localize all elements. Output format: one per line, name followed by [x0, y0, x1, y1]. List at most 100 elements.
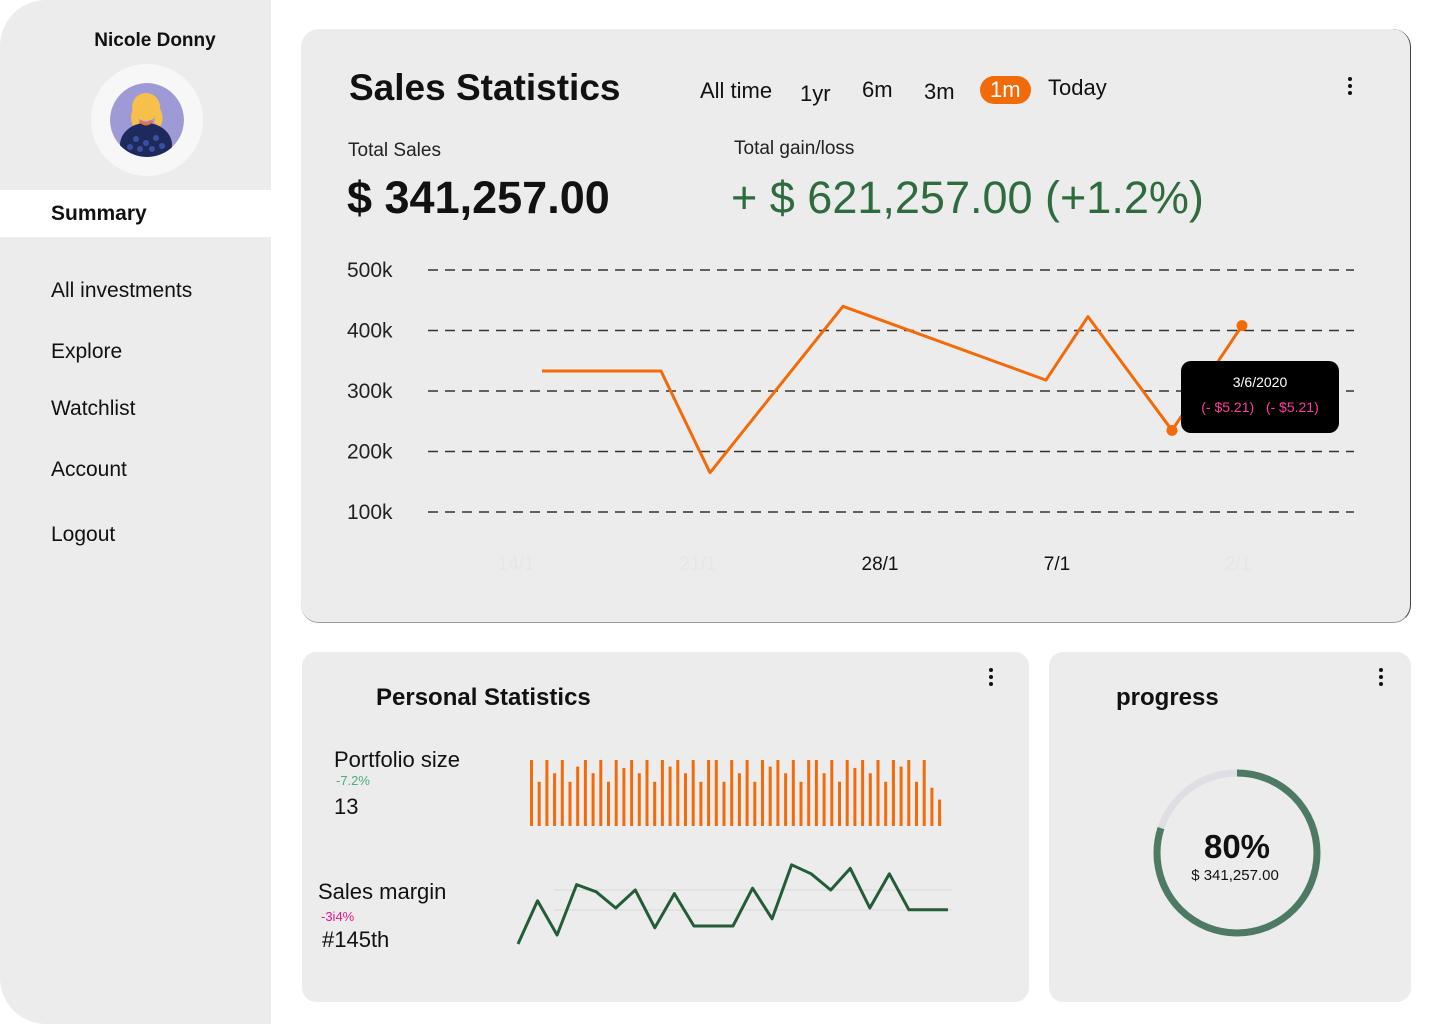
portfolio-bar	[684, 773, 687, 826]
range-all-time[interactable]: All time	[700, 78, 773, 103]
portfolio-bar	[568, 781, 572, 826]
portfolio-bar	[745, 760, 749, 826]
total-sales-label: Total Sales	[348, 140, 441, 161]
sales-statistics-title: Sales Statistics	[349, 67, 621, 108]
portfolio-bar	[699, 781, 703, 826]
sidebar-item-all-investments[interactable]: All investments	[51, 279, 193, 302]
portfolio-bar	[799, 781, 803, 826]
gain-loss-value: + $ 621,257.00 (+1.2%)	[731, 172, 1204, 223]
sidebar-item-summary[interactable]: Summary	[0, 190, 271, 237]
portfolio-bar	[607, 781, 610, 826]
tooltip-date: 3/6/2020	[1232, 374, 1288, 390]
y-tick-label: 400k	[347, 320, 393, 343]
progress-card: progress 80% $ 341,257.00	[1049, 652, 1411, 1002]
sales-point-marker	[1166, 424, 1178, 436]
portfolio-bar	[884, 781, 888, 826]
sales-margin-label: Sales margin	[318, 879, 447, 904]
sales-more-icon[interactable]	[1347, 77, 1353, 98]
portfolio-bar-chart	[530, 760, 942, 826]
sales-margin-change: -3i4%	[321, 909, 355, 924]
progress-amount: $ 341,257.00	[1191, 867, 1279, 884]
portfolio-bar	[861, 760, 865, 826]
y-tick-label: 200k	[347, 441, 393, 464]
portfolio-bar	[622, 767, 626, 826]
y-tick-label: 300k	[347, 380, 393, 403]
portfolio-bar	[868, 773, 872, 826]
range-1yr[interactable]: 1yr	[800, 81, 831, 106]
sidebar-item-summary-label: Summary	[51, 202, 147, 225]
sales-point-marker	[1236, 320, 1248, 332]
avatar-ring	[91, 64, 203, 176]
sidebar-item-logout[interactable]: Logout	[51, 523, 116, 546]
portfolio-bar	[761, 760, 764, 826]
portfolio-bar	[922, 760, 926, 826]
portfolio-bar	[791, 760, 795, 826]
portfolio-bar	[545, 760, 549, 826]
gain-loss-label: Total gain/loss	[734, 138, 855, 159]
personal-statistics-title: Personal Statistics	[376, 684, 591, 711]
portfolio-bar	[637, 773, 641, 826]
portfolio-bar	[830, 760, 834, 826]
portfolio-bar	[560, 760, 564, 826]
portfolio-bar	[660, 760, 664, 826]
portfolio-bar	[530, 760, 533, 826]
portfolio-bar	[876, 760, 880, 826]
y-tick-label: 500k	[347, 259, 393, 282]
range-today[interactable]: Today	[1048, 75, 1107, 100]
portfolio-bar	[915, 781, 918, 826]
portfolio-size-change: -7.2%	[336, 773, 370, 788]
tooltip-value-2: (- $5.21)	[1265, 399, 1319, 415]
portfolio-bar	[814, 760, 818, 826]
sidebar-item-account[interactable]: Account	[51, 458, 127, 481]
margin-series-line	[516, 863, 948, 945]
portfolio-bar	[668, 766, 672, 826]
progress-title: progress	[1116, 684, 1219, 711]
portfolio-bar	[576, 766, 580, 826]
portfolio-bar	[599, 760, 603, 826]
user-name: Nicole Donny	[94, 30, 216, 51]
portfolio-bar	[768, 766, 772, 826]
portfolio-bar	[714, 760, 718, 826]
portfolio-bar	[930, 787, 934, 826]
sales-line-chart: 500k 400k 300k 200k 100k 14/1 21/1 28/1 7/1 2/1	[347, 259, 1354, 575]
portfolio-bar	[737, 773, 741, 826]
range-3m[interactable]: 3m	[924, 79, 955, 104]
range-6m[interactable]: 6m	[862, 77, 893, 102]
portfolio-bar	[776, 760, 780, 826]
portfolio-size-label: Portfolio size	[334, 747, 460, 772]
x-tick-label: 14/1	[498, 554, 535, 575]
portfolio-bar	[907, 760, 911, 826]
portfolio-bar	[807, 760, 811, 826]
portfolio-bar	[845, 760, 849, 826]
personal-statistics-card: Personal Statistics Portfolio size -7.2%…	[302, 652, 1029, 1002]
progress-more-icon[interactable]	[1378, 668, 1384, 689]
range-1m[interactable]: 1m	[980, 76, 1031, 104]
portfolio-bar	[537, 781, 541, 826]
portfolio-bar	[822, 773, 826, 826]
portfolio-bar	[583, 760, 587, 826]
sidebar-item-watchlist[interactable]: Watchlist	[51, 397, 136, 420]
avatar-image	[110, 83, 184, 157]
portfolio-bar	[591, 773, 595, 826]
portfolio-bar	[630, 760, 634, 826]
portfolio-bar	[899, 766, 903, 826]
x-tick-label: 28/1	[862, 554, 899, 575]
portfolio-bar	[753, 781, 757, 826]
portfolio-bar	[784, 773, 788, 826]
portfolio-bar	[691, 760, 695, 826]
portfolio-bar	[853, 767, 857, 826]
sidebar-item-explore[interactable]: Explore	[51, 340, 123, 363]
x-tick-label: 7/1	[1044, 554, 1070, 575]
x-tick-label: 2/1	[1225, 554, 1251, 575]
total-sales-value: $ 341,257.00	[347, 172, 610, 223]
sales-margin-value: #145th	[322, 927, 390, 952]
sales-series-line	[542, 304, 1244, 475]
avatar[interactable]	[110, 83, 184, 157]
portfolio-bar	[730, 760, 734, 826]
progress-ring-fill	[1153, 769, 1321, 937]
portfolio-bar	[553, 773, 557, 826]
portfolio-bar	[653, 781, 657, 826]
personal-more-icon[interactable]	[988, 668, 994, 689]
portfolio-bar	[676, 760, 680, 826]
sales-statistics-card: Sales Statistics All time 1yr 6m 3m 1m T…	[301, 29, 1411, 623]
